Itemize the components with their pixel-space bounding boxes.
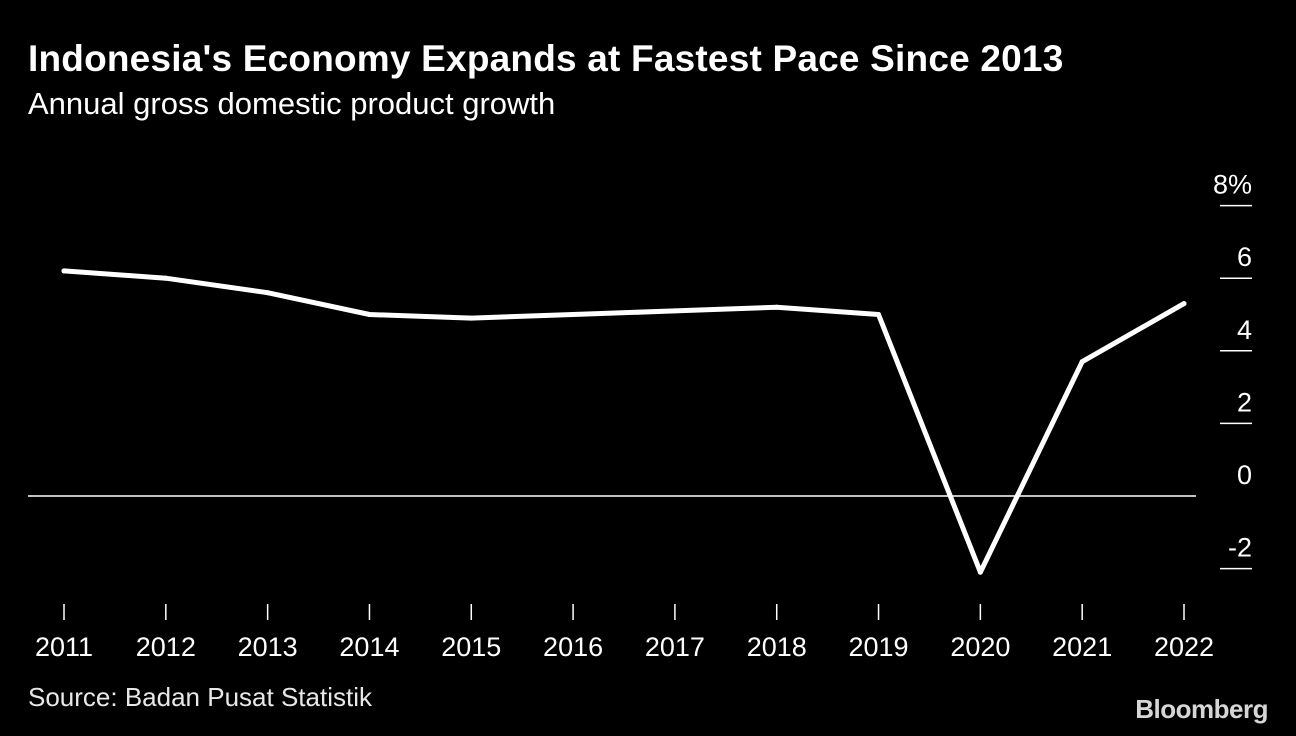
x-tick-label: 2014 (339, 632, 399, 662)
x-axis: 2011 2012 2013 2014 2015 2016 2017 2018 2019 2020… (35, 604, 1214, 662)
data-point (61, 268, 67, 274)
x-tick-label: 2013 (238, 632, 298, 662)
series-line (61, 268, 1187, 575)
x-tick-label: 2020 (950, 632, 1010, 662)
data-point (265, 290, 271, 296)
x-tick-label: 2021 (1052, 632, 1112, 662)
y-tick-label: 0 (1237, 460, 1252, 490)
x-tick-label: 2012 (136, 632, 196, 662)
x-tick-label: 2016 (543, 632, 603, 662)
data-point (672, 308, 678, 314)
x-tick-label: 2011 (35, 632, 93, 662)
x-tick-label: 2015 (441, 632, 501, 662)
y-tick-label: 6 (1237, 242, 1252, 272)
y-tick-label: 2 (1237, 387, 1252, 417)
data-point (163, 275, 169, 281)
bloomberg-logo: Bloomberg (1135, 694, 1268, 724)
x-tick-label: 2017 (645, 632, 705, 662)
data-point (468, 315, 474, 321)
y-tick-label: 4 (1237, 315, 1252, 345)
data-point (366, 312, 372, 317)
y-tick-label: -2 (1228, 533, 1252, 563)
data-point (1079, 359, 1085, 365)
y-tick-label: 8% (1213, 170, 1252, 200)
source-note: Source: Badan Pusat Statistik (28, 682, 372, 712)
data-point (774, 304, 780, 310)
x-tick-label: 2018 (747, 632, 807, 662)
series-group (61, 268, 1187, 575)
chart-subtitle: Annual gross domestic product growth (28, 86, 556, 121)
data-point (1181, 301, 1187, 307)
data-point (570, 312, 576, 317)
data-point (876, 312, 882, 317)
x-tick-label: 2019 (849, 632, 909, 662)
data-point (977, 569, 983, 575)
chart-title: Indonesia's Economy Expands at Fastest P… (28, 38, 1064, 79)
y-axis: 8% 6 4 2 0 -2 (1213, 170, 1252, 570)
x-tick-label: 2022 (1154, 632, 1214, 662)
